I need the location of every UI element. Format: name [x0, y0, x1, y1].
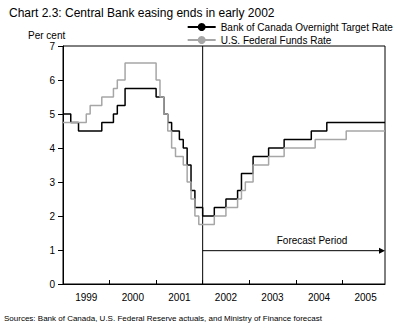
- svg-text:2: 2: [49, 211, 55, 222]
- svg-text:5: 5: [49, 109, 55, 120]
- svg-text:2004: 2004: [308, 292, 331, 303]
- svg-text:1: 1: [49, 245, 55, 256]
- svg-text:7: 7: [49, 41, 55, 52]
- svg-text:Forecast Period: Forecast Period: [277, 235, 348, 246]
- svg-text:2003: 2003: [261, 292, 284, 303]
- svg-text:2002: 2002: [215, 292, 238, 303]
- svg-text:2000: 2000: [122, 292, 145, 303]
- svg-text:Chart 2.3: Central Bank easing: Chart 2.3: Central Bank easing ends in e…: [9, 6, 275, 20]
- svg-text:1999: 1999: [75, 292, 98, 303]
- svg-text:Bank of Canada Overnight Targe: Bank of Canada Overnight Target Rate: [221, 22, 394, 33]
- svg-text:Sources: Bank of Canada, U.S.: Sources: Bank of Canada, U.S. Federal Re…: [4, 314, 323, 323]
- svg-text:6: 6: [49, 75, 55, 86]
- svg-text:Per cent: Per cent: [28, 30, 65, 41]
- svg-text:3: 3: [49, 177, 55, 188]
- svg-text:4: 4: [49, 143, 55, 154]
- svg-text:2005: 2005: [354, 292, 377, 303]
- svg-text:2001: 2001: [168, 292, 191, 303]
- svg-text:U.S. Federal Funds Rate: U.S. Federal Funds Rate: [221, 35, 332, 46]
- svg-text:0: 0: [49, 279, 55, 290]
